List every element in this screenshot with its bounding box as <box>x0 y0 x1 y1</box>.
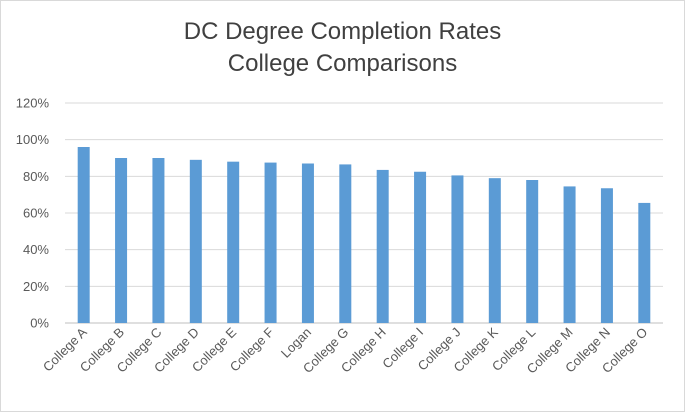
y-tick-label: 60% <box>23 206 49 221</box>
chart-title: DC Degree Completion Rates <box>183 18 502 45</box>
bar <box>152 158 165 323</box>
y-tick-label: 80% <box>23 169 49 184</box>
bar <box>339 164 352 323</box>
y-tick-label: 20% <box>23 279 49 294</box>
bar <box>563 186 576 323</box>
x-tick-label: Logan <box>278 325 314 361</box>
bar <box>264 162 277 323</box>
bar <box>301 163 314 323</box>
y-tick-label: 100% <box>16 132 50 147</box>
bar <box>526 180 539 323</box>
bar <box>77 147 90 323</box>
bar <box>376 169 389 323</box>
bar <box>115 158 128 323</box>
bar <box>414 171 427 323</box>
bar <box>227 161 240 323</box>
y-tick-label: 40% <box>23 242 49 257</box>
bar <box>600 188 613 323</box>
y-tick-label: 120% <box>16 96 50 111</box>
bar <box>638 202 651 323</box>
y-tick-label: 0% <box>30 316 49 331</box>
bar <box>488 178 501 323</box>
chart-subtitle: College Comparisons <box>227 50 458 77</box>
bar <box>451 175 464 323</box>
bar <box>189 159 202 323</box>
